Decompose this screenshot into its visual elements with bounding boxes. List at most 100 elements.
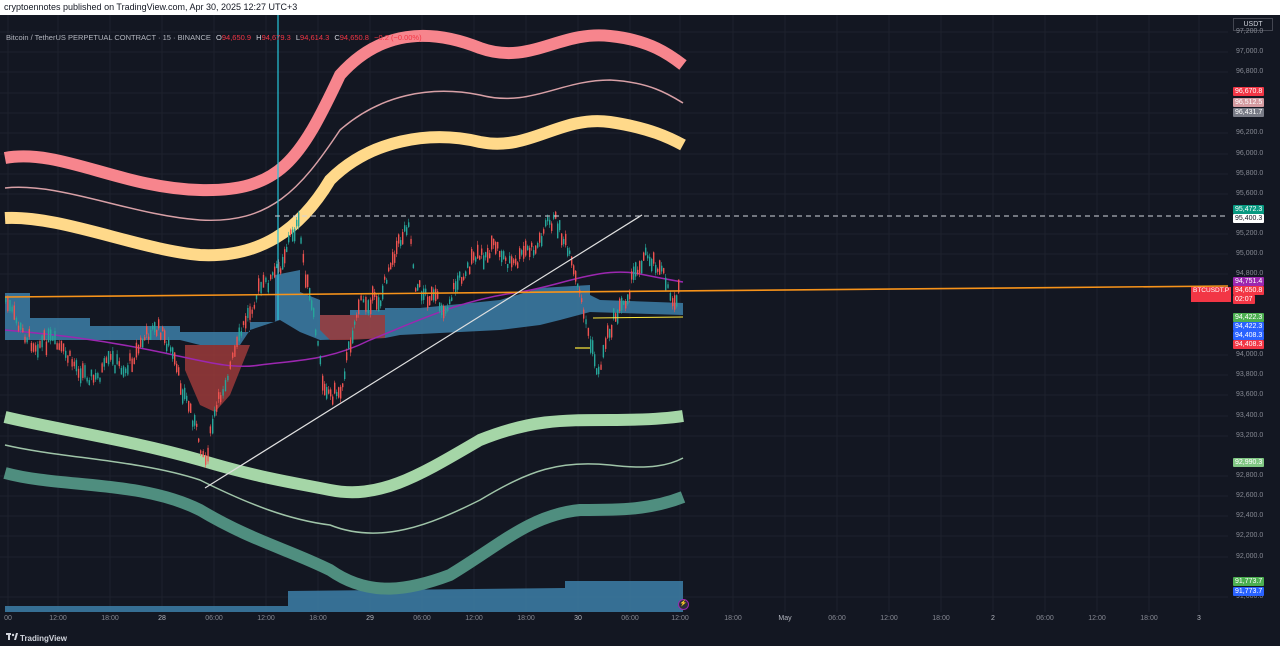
candle (360, 295, 362, 301)
price-badge: 94,422.3 (1233, 313, 1265, 322)
price-tick: 92,400.0 (1236, 512, 1264, 519)
published-header: cryptoennotes published on TradingView.c… (0, 0, 1280, 15)
candle (131, 358, 133, 372)
candle (625, 301, 627, 309)
price-chart[interactable] (0, 15, 1280, 630)
candle (69, 350, 71, 357)
candle (645, 247, 647, 256)
candle (370, 299, 372, 315)
candle (319, 355, 322, 365)
time-label: 12:00 (257, 615, 275, 622)
candle (166, 343, 168, 352)
candle (623, 300, 625, 305)
candle (135, 342, 138, 358)
price-badge: 94,751.4 (1233, 277, 1265, 286)
candle (90, 369, 93, 377)
candle (643, 252, 645, 261)
candle (150, 329, 152, 340)
currency-button[interactable]: USDT (1233, 18, 1273, 31)
candle (247, 308, 249, 318)
time-label: 06:00 (1036, 615, 1054, 622)
go-to-time-icon[interactable]: ⚡ (678, 599, 689, 610)
candle (224, 380, 227, 392)
candle (125, 368, 127, 374)
candle (267, 283, 269, 293)
candle (505, 257, 507, 261)
published-text: cryptoennotes published on TradingView.c… (4, 2, 298, 12)
price-tick: 96,200.0 (1236, 129, 1264, 136)
candle (188, 400, 190, 412)
candle (186, 395, 188, 401)
candle (515, 258, 517, 265)
candle (101, 363, 103, 373)
candle (394, 254, 396, 263)
candle (425, 288, 427, 295)
candle (307, 274, 309, 287)
candle (617, 309, 619, 324)
price-badge: 95,472.3 (1233, 205, 1265, 214)
candle (491, 235, 493, 250)
candle (270, 274, 272, 280)
candle (649, 256, 651, 266)
candle (386, 279, 388, 284)
price-badge: 02:07 (1233, 295, 1255, 304)
price-tick: 94,800.0 (1236, 270, 1264, 277)
candle (549, 219, 551, 225)
candle (77, 368, 80, 378)
candle (461, 277, 463, 284)
candle (356, 314, 358, 318)
candle (194, 415, 196, 426)
candle (280, 268, 282, 274)
candle (71, 359, 73, 367)
candle (653, 252, 655, 264)
candle (396, 240, 398, 255)
candle (511, 256, 513, 268)
candle (447, 306, 449, 311)
candle (637, 269, 639, 275)
candle (529, 247, 531, 258)
candle (594, 354, 596, 367)
candle (621, 297, 623, 311)
candle (567, 247, 569, 256)
time-label: 30 (574, 615, 582, 622)
candle (142, 338, 144, 348)
ascending-trendline[interactable] (204, 214, 643, 489)
candle (465, 271, 467, 277)
chart-area[interactable]: Bitcoin / TetherUS PERPETUAL CONTRACT · … (0, 15, 1280, 630)
candle (127, 365, 129, 375)
candle (56, 343, 58, 350)
candle (533, 250, 535, 256)
time-label: 12:00 (880, 615, 898, 622)
candle (26, 337, 28, 343)
candle (483, 255, 485, 270)
candle (156, 329, 158, 336)
orange-trendline[interactable] (4, 285, 1229, 298)
candle (168, 339, 170, 346)
candle (441, 304, 443, 316)
candle (539, 232, 541, 243)
price-badge: 94,650.8 (1233, 286, 1265, 295)
tradingview-logo[interactable]: TradingView (6, 633, 67, 643)
candle (575, 270, 577, 282)
candle (288, 235, 290, 243)
candle (390, 262, 392, 270)
candle (265, 277, 267, 283)
time-label: 18:00 (724, 615, 742, 622)
footer (0, 630, 1280, 646)
candle (24, 336, 26, 343)
candle (176, 363, 178, 373)
candle (667, 284, 669, 288)
candle (278, 261, 280, 272)
candle (67, 355, 69, 363)
volume-area (5, 581, 683, 612)
candle (517, 262, 519, 269)
candle (174, 352, 176, 365)
candle (242, 321, 245, 326)
candle (178, 367, 180, 376)
candle (402, 232, 404, 245)
candle (571, 256, 573, 266)
candle (495, 242, 497, 254)
candle (164, 330, 166, 344)
candle (419, 280, 421, 288)
candle (47, 328, 50, 343)
